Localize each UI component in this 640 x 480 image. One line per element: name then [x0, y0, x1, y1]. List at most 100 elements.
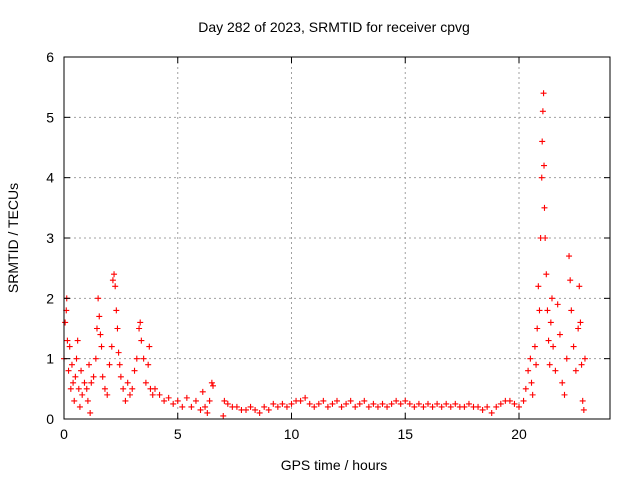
data-point	[208, 379, 215, 386]
data-point	[465, 400, 472, 407]
data-point	[62, 319, 69, 326]
data-point	[137, 319, 144, 326]
data-point	[199, 388, 206, 395]
data-point	[575, 325, 582, 332]
data-point	[183, 394, 190, 401]
data-point	[75, 385, 82, 392]
data-point	[488, 409, 495, 416]
data-point	[68, 361, 75, 368]
x-tick-label: 20	[511, 426, 527, 442]
data-point	[528, 379, 535, 386]
data-point	[179, 403, 186, 410]
y-axis-label: SRMTID / TECUs	[5, 183, 21, 293]
data-point	[516, 403, 522, 410]
data-point	[546, 361, 553, 368]
data-point	[72, 373, 79, 380]
y-tick-label: 2	[46, 290, 54, 306]
data-point	[461, 403, 468, 410]
data-point	[541, 204, 548, 211]
data-point	[572, 367, 579, 374]
data-point	[98, 343, 105, 350]
data-point	[343, 400, 350, 407]
data-point	[204, 409, 211, 416]
data-point	[78, 367, 85, 374]
data-point	[79, 391, 86, 398]
data-point	[452, 400, 459, 407]
data-point	[74, 337, 81, 344]
data-point	[497, 400, 504, 407]
data-point	[113, 307, 120, 314]
data-point	[531, 343, 538, 350]
x-tick-label: 0	[60, 426, 68, 442]
data-point	[580, 406, 587, 413]
data-point	[374, 403, 381, 410]
data-point	[550, 343, 557, 350]
data-point	[334, 397, 340, 404]
data-point	[581, 355, 588, 362]
data-point	[434, 400, 441, 407]
data-point	[64, 337, 71, 344]
data-point	[493, 403, 500, 410]
data-point	[202, 403, 209, 410]
data-point	[576, 283, 583, 290]
data-point	[540, 90, 547, 97]
data-point	[533, 361, 540, 368]
data-point	[578, 361, 585, 368]
data-point	[338, 403, 345, 410]
data-point	[165, 394, 172, 401]
data-point	[210, 382, 217, 389]
data-point	[111, 271, 118, 278]
data-point	[542, 235, 549, 241]
data-point	[99, 373, 106, 380]
data-point	[443, 400, 450, 407]
data-point	[538, 174, 545, 181]
data-point	[320, 397, 327, 404]
data-point	[393, 397, 400, 404]
data-point	[170, 400, 177, 407]
data-point	[161, 397, 168, 404]
data-point	[146, 343, 153, 350]
x-tick-label: 15	[397, 426, 413, 442]
data-point	[247, 403, 254, 410]
data-point	[567, 277, 574, 284]
data-points	[61, 90, 588, 419]
data-point	[566, 253, 573, 260]
data-point	[88, 379, 95, 386]
data-point	[224, 400, 231, 407]
data-point	[579, 397, 586, 404]
data-point	[96, 313, 103, 320]
data-point	[76, 403, 83, 410]
data-point	[116, 361, 123, 368]
data-point	[243, 406, 249, 413]
data-point	[71, 397, 78, 404]
data-point	[73, 355, 80, 362]
data-point	[70, 379, 77, 386]
data-point	[506, 397, 513, 404]
data-point	[365, 403, 372, 410]
data-point	[90, 373, 97, 380]
data-point	[384, 403, 391, 410]
data-point	[475, 403, 482, 410]
data-point	[561, 391, 568, 398]
data-point	[220, 412, 227, 419]
data-point	[438, 403, 445, 410]
data-point	[559, 379, 566, 386]
data-point	[114, 325, 121, 332]
data-point	[447, 403, 454, 410]
data-point	[547, 319, 554, 326]
data-point	[138, 337, 145, 344]
data-point	[174, 397, 181, 404]
data-point	[188, 403, 195, 410]
data-point	[570, 343, 577, 350]
x-axis-label: GPS time / hours	[281, 457, 388, 473]
data-point	[131, 367, 138, 374]
data-point	[97, 331, 104, 338]
x-tick-label: 5	[174, 426, 182, 442]
data-point	[221, 397, 228, 404]
data-point	[140, 355, 147, 362]
data-point	[115, 349, 122, 356]
data-point	[192, 397, 199, 404]
data-point	[544, 307, 551, 314]
data-point	[352, 403, 359, 410]
data-point	[554, 301, 561, 308]
